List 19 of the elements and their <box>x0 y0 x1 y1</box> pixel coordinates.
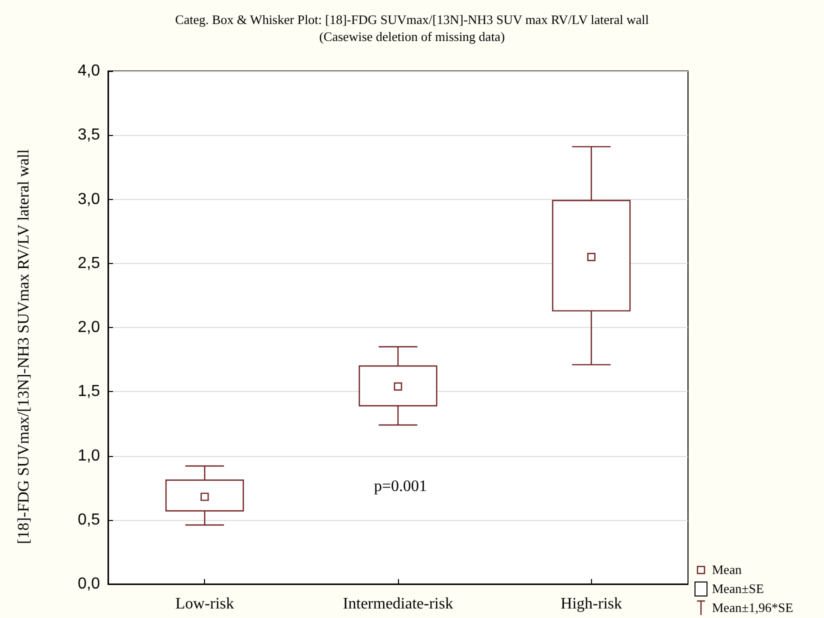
chart-subtitle: (Casewise deletion of missing data) <box>319 29 505 44</box>
y-tick-label: 0,5 <box>78 511 100 528</box>
text: Mean±SE <box>712 580 764 598</box>
annotation: p=0.001 <box>374 478 428 496</box>
x-tick-label: Low-risk <box>175 596 234 612</box>
y-tick-label: 3,0 <box>78 190 100 208</box>
y-tick-label: 2,0 <box>78 319 100 336</box>
text: Mean <box>712 561 742 579</box>
y-tick-label: 2,5 <box>78 254 100 272</box>
chart-title: Categ. Box & Whisker Plot: [18]-FDG SUVmax/[13N]-NH3 SUV max RV/LV lateral wall <box>175 12 650 27</box>
y-tick-label: 1,5 <box>78 383 100 400</box>
x-tick-label: Intermediate-risk <box>342 596 454 612</box>
y-axis-title: [18]-FDG SUVmax/[13N]-NH3 SUVmax RV/LV lateral wall <box>16 148 32 544</box>
text: Mean±1,96*SE <box>712 599 794 617</box>
y-tick-label: 3,5 <box>78 126 100 144</box>
y-tick-label: 1,0 <box>78 447 100 464</box>
y-tick-label: 0,0 <box>78 576 100 592</box>
y-tick-label: 4,0 <box>78 62 100 80</box>
x-tick-label: High-risk <box>560 596 622 612</box>
